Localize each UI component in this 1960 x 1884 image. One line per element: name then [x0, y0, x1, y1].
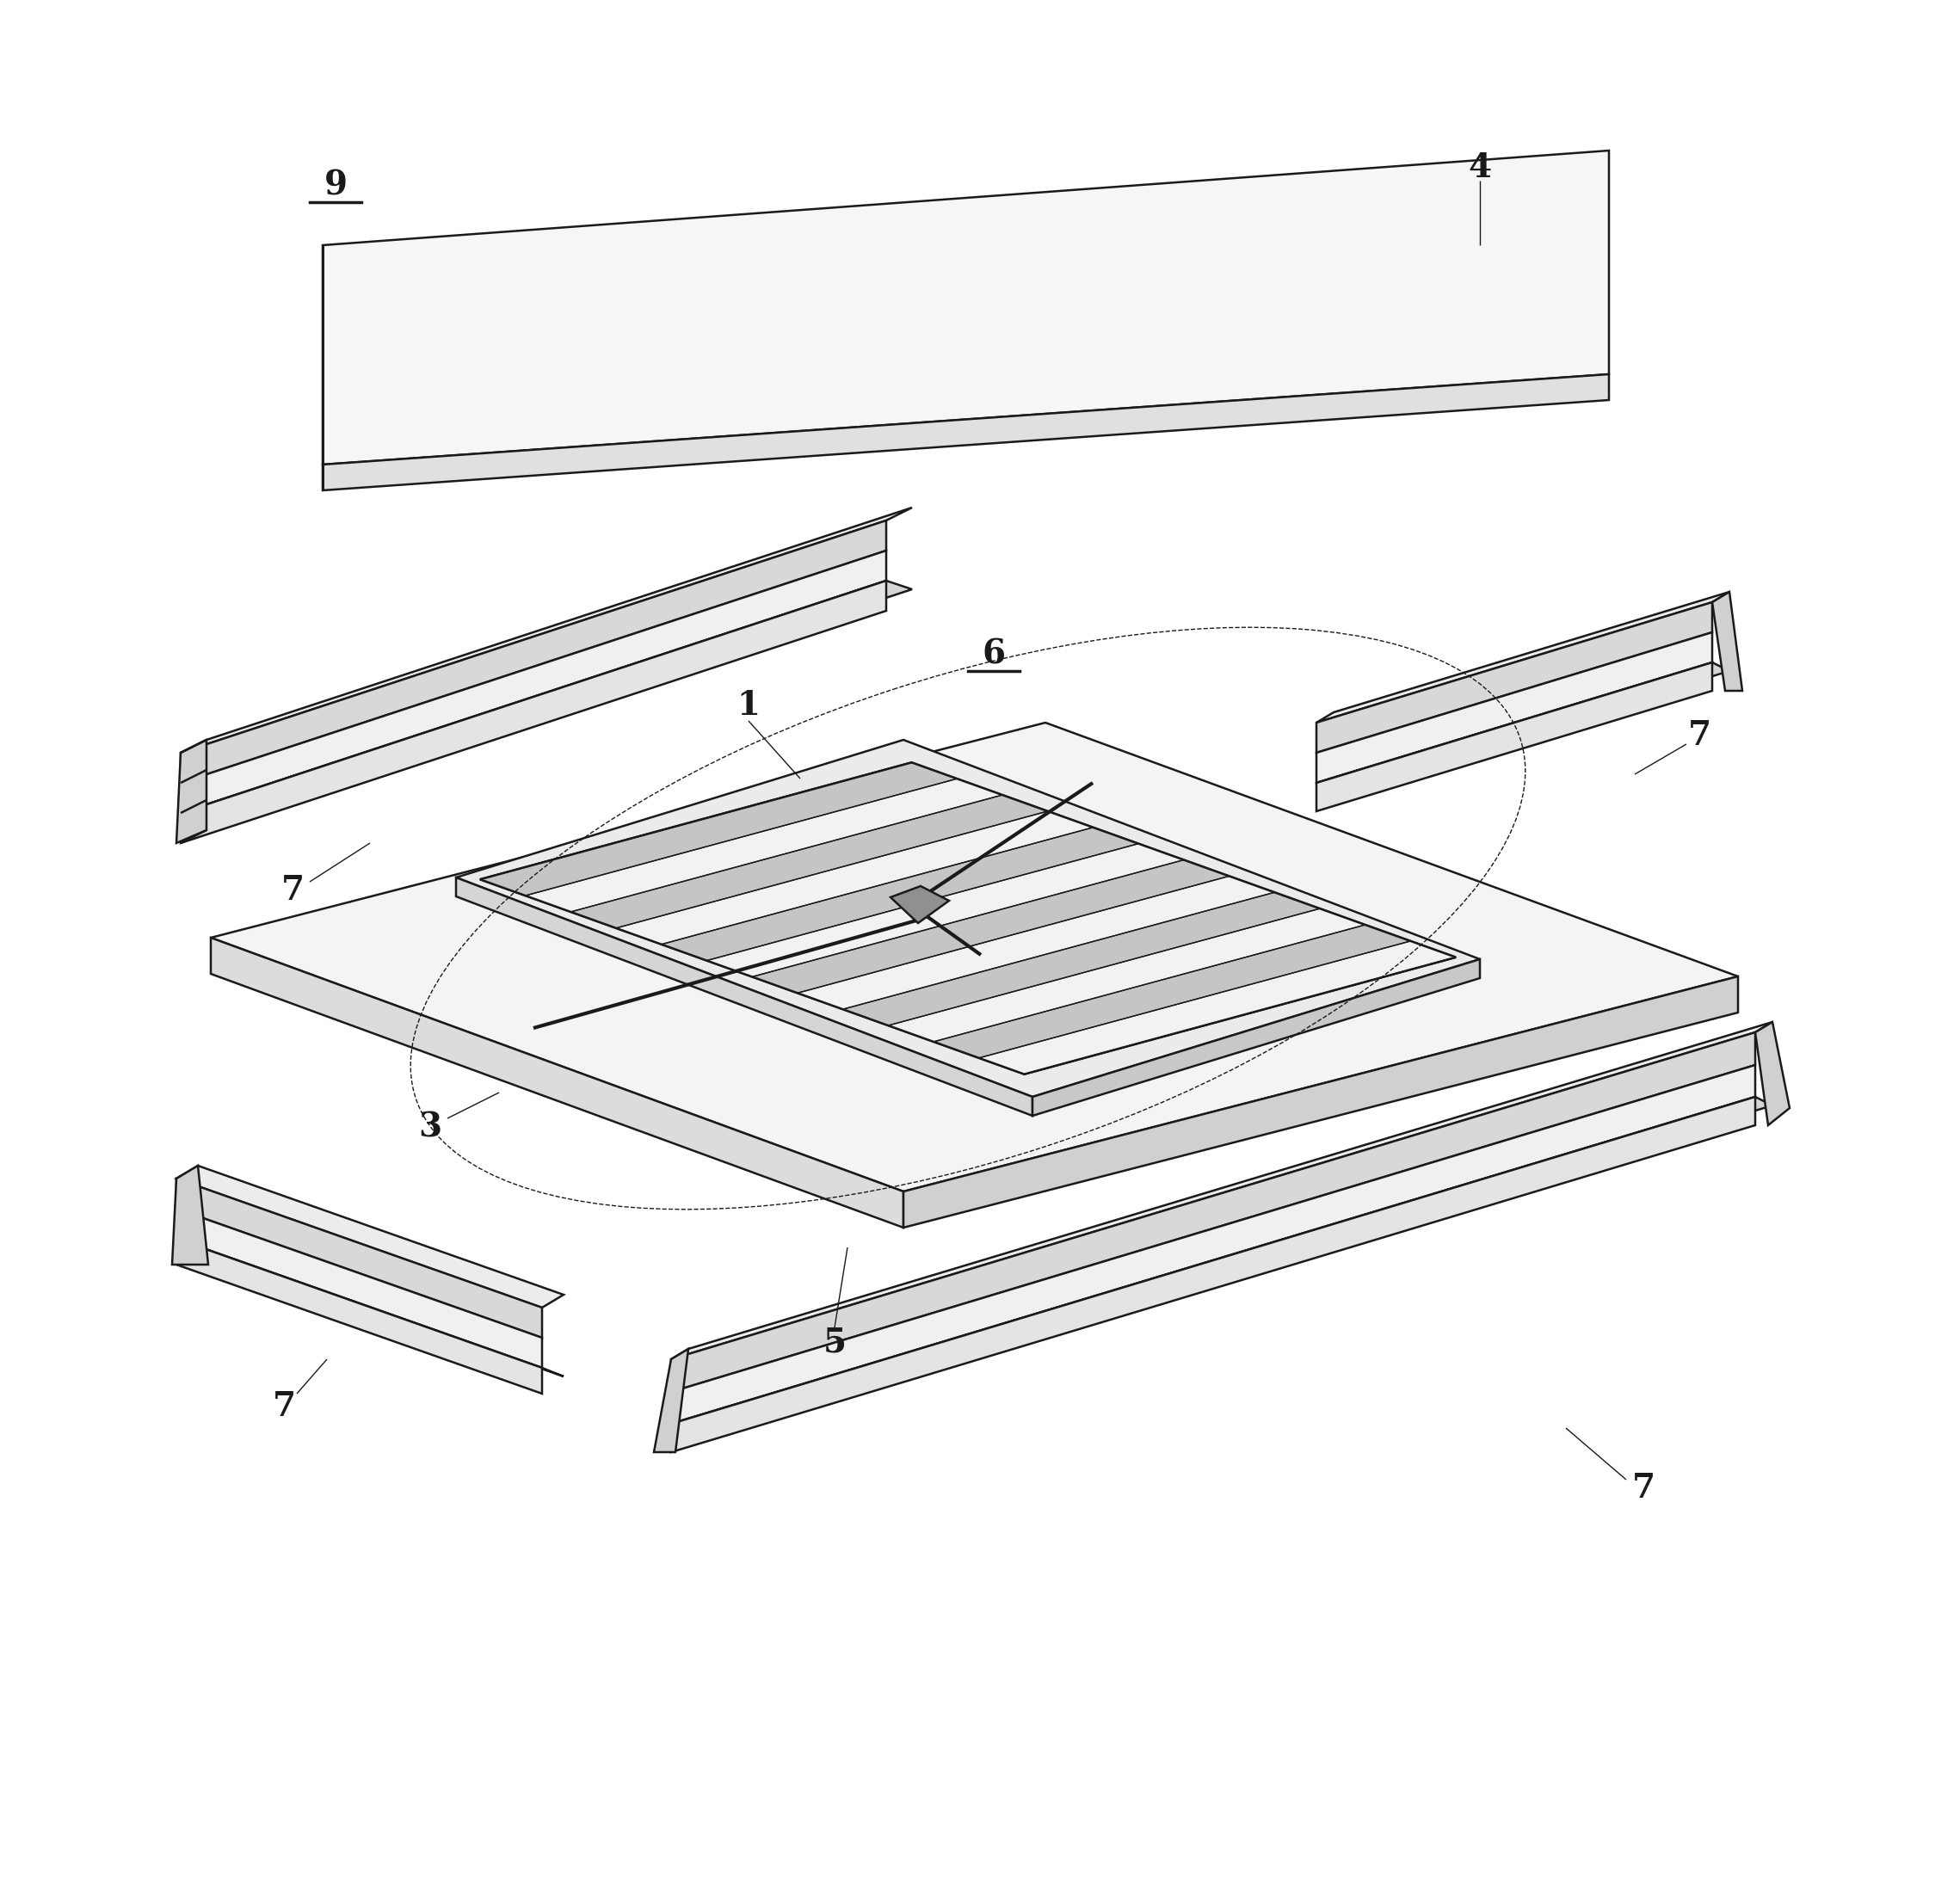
Polygon shape	[798, 876, 1274, 1010]
Text: 9: 9	[323, 168, 347, 202]
Polygon shape	[888, 908, 1366, 1042]
Polygon shape	[176, 1166, 564, 1307]
Text: 7: 7	[272, 1390, 296, 1422]
Polygon shape	[176, 1179, 543, 1338]
Polygon shape	[180, 550, 886, 814]
Polygon shape	[180, 580, 886, 842]
Polygon shape	[180, 507, 911, 754]
Polygon shape	[180, 580, 911, 821]
Polygon shape	[457, 740, 1480, 1096]
Polygon shape	[1317, 633, 1713, 784]
Polygon shape	[753, 859, 1229, 993]
Text: 7: 7	[1633, 1471, 1654, 1505]
Polygon shape	[180, 520, 886, 784]
Polygon shape	[212, 938, 904, 1228]
Polygon shape	[1317, 592, 1729, 723]
Polygon shape	[670, 1096, 1772, 1432]
Text: 4: 4	[1468, 151, 1492, 185]
Polygon shape	[890, 885, 949, 923]
Polygon shape	[176, 740, 206, 842]
Polygon shape	[480, 763, 956, 895]
Polygon shape	[172, 1166, 208, 1264]
Polygon shape	[1713, 592, 1742, 691]
Polygon shape	[480, 763, 1456, 1074]
Polygon shape	[212, 723, 1739, 1191]
Polygon shape	[670, 1064, 1756, 1424]
Polygon shape	[904, 976, 1739, 1228]
Text: 5: 5	[823, 1326, 847, 1358]
Polygon shape	[670, 1096, 1756, 1453]
Text: 3: 3	[419, 1110, 441, 1144]
Polygon shape	[525, 778, 1002, 912]
Polygon shape	[1033, 959, 1480, 1115]
Polygon shape	[1756, 1021, 1789, 1125]
Polygon shape	[933, 925, 1411, 1059]
Text: 6: 6	[982, 637, 1005, 671]
Text: 1: 1	[737, 690, 760, 722]
Polygon shape	[670, 1032, 1756, 1392]
Polygon shape	[670, 1021, 1772, 1358]
Polygon shape	[1317, 663, 1729, 791]
Polygon shape	[655, 1349, 688, 1453]
Polygon shape	[843, 893, 1319, 1025]
Polygon shape	[978, 940, 1456, 1074]
Polygon shape	[570, 795, 1049, 929]
Polygon shape	[661, 827, 1139, 961]
Polygon shape	[323, 151, 1609, 465]
Text: 7: 7	[280, 874, 304, 906]
Polygon shape	[1317, 663, 1713, 812]
Polygon shape	[457, 878, 1033, 1115]
Polygon shape	[323, 375, 1609, 490]
Polygon shape	[176, 1210, 543, 1368]
Text: 7: 7	[1688, 720, 1711, 752]
Polygon shape	[615, 812, 1094, 944]
Polygon shape	[708, 844, 1184, 976]
Polygon shape	[176, 1240, 543, 1394]
Polygon shape	[1317, 603, 1713, 754]
Polygon shape	[176, 1240, 564, 1377]
